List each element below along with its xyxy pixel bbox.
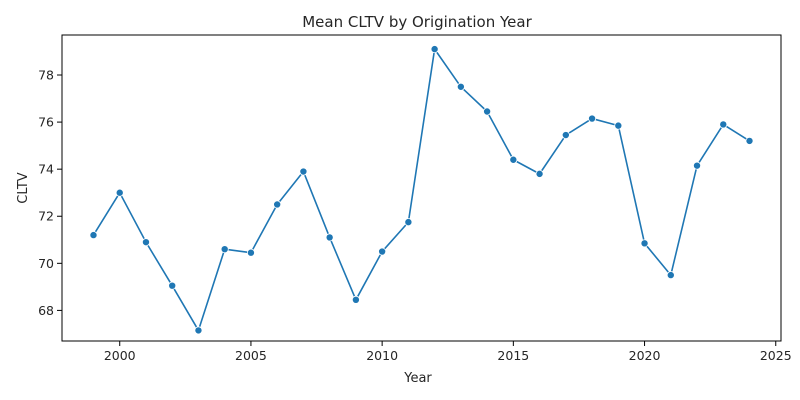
data-point [273,200,282,209]
data-point [693,161,702,170]
data-point [614,121,623,130]
series-line [92,48,750,332]
data-point [430,45,439,54]
data-point [483,107,492,116]
x-tick-label: 2015 [497,348,529,363]
axis-ticks: 2000 2005 2010 2015 2020 2025 68 70 72 74 76 78 [38,68,792,363]
data-point [456,82,465,91]
y-tick-label: 78 [38,68,54,83]
x-tick-label: 2000 [104,348,136,363]
data-point [745,136,754,145]
data-point [535,169,544,178]
data-point [588,114,597,123]
x-tick-label: 2020 [629,348,661,363]
x-tick-label: 2010 [366,348,398,363]
y-tick-label: 68 [38,303,54,318]
data-point [168,281,177,290]
chart-title: Mean CLTV by Origination Year [302,13,532,31]
data-point [351,295,360,304]
data-point [141,238,150,247]
y-tick-label: 76 [38,115,54,130]
plot-frame [61,34,782,342]
data-point [194,326,203,335]
y-tick-label: 72 [38,209,54,224]
x-tick-label: 2025 [760,348,792,363]
data-point [378,247,387,256]
data-point [640,239,649,248]
y-tick-label: 70 [38,256,54,271]
data-point [246,248,255,257]
y-tick-label: 74 [38,162,54,177]
x-axis-label: Year [403,371,432,386]
data-point [220,245,229,254]
data-point [561,131,570,140]
data-point [299,167,308,176]
data-point [666,271,675,280]
data-point [509,155,518,164]
series-layer [89,45,754,335]
x-tick-label: 2005 [235,348,267,363]
data-point [89,231,98,240]
data-point [325,233,334,242]
data-point [404,218,413,227]
data-point [719,120,728,129]
data-point [115,188,124,197]
y-axis-label: CLTV [16,172,31,203]
